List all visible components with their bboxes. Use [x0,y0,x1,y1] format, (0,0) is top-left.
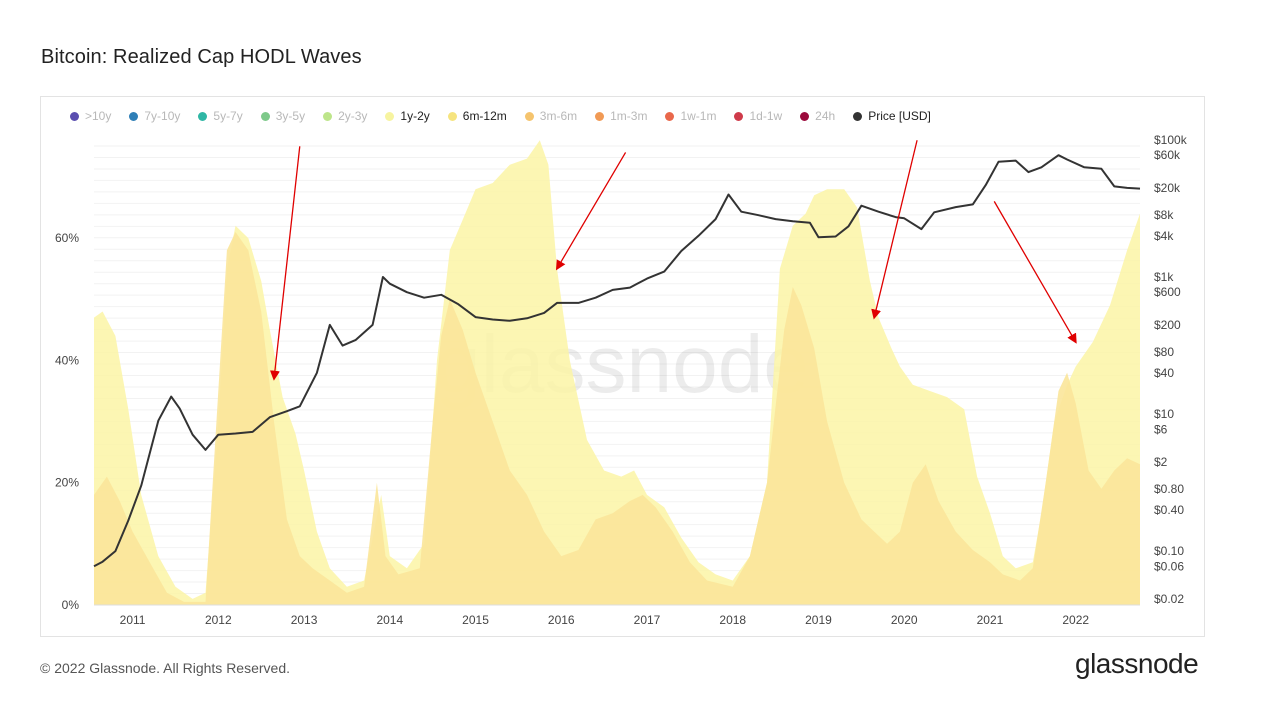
x-tick-label: 2021 [977,613,1004,627]
y-right-tick-label: $20k [1154,181,1181,195]
annotation-arrow-2 [555,152,627,271]
legend-item-1m-3m[interactable]: 1m-3m [595,109,647,123]
y-right-tick-label: $0.40 [1154,503,1184,517]
y-left-tick-label: 60% [55,231,79,245]
y-right-tick-label: $60k [1154,148,1181,162]
annotation-arrow-3 [871,140,918,320]
y-right-tick-label: $0.06 [1154,559,1184,573]
y-right-tick-label: $6 [1154,422,1168,436]
legend-label: 1w-1m [680,109,717,123]
copyright-footer: © 2022 Glassnode. All Rights Reserved. [40,660,291,676]
chart-legend: >10y 7y-10y 5y-7y 3y-5y 2y-3y 1y-2y 6m-12m 3m-6… [70,108,949,124]
legend-label: 2y-3y [338,109,368,123]
legend-label: 24h [815,109,836,123]
x-tick-label: 2015 [462,613,489,627]
legend-dot-icon [800,111,810,121]
legend-item-5y-7y[interactable]: 5y-7y [198,109,243,123]
area-series-1y-2y [94,140,1140,605]
x-tick-label: 2019 [805,613,832,627]
legend-item-6m-12m[interactable]: 6m-12m [447,109,507,123]
x-tick-label: 2016 [548,613,575,627]
legend-dot-icon [70,111,79,121]
x-tick-label: 2020 [891,613,918,627]
legend-dot-icon [734,111,744,121]
y-right-tick-label: $40 [1154,366,1174,380]
y-right-tick-label: $1k [1154,270,1174,284]
legend-item-1w-1m[interactable]: 1w-1m [665,109,716,123]
legend-label: 6m-12m [462,109,507,123]
legend-dot-icon [595,111,605,121]
legend-item-1d-1w[interactable]: 1d-1w [734,109,782,123]
legend-item-2y-3y[interactable]: 2y-3y [323,109,367,123]
x-tick-label: 2013 [291,613,318,627]
legend-item-3m-6m[interactable]: 3m-6m [524,109,578,123]
legend-dot-icon [665,111,675,121]
y-left-tick-label: 40% [55,353,79,367]
legend-dot-icon [129,111,139,121]
legend-label: >10y [85,109,112,123]
legend-item-1y-2y[interactable]: 1y-2y [385,109,430,123]
y-right-tick-label: $2 [1154,455,1168,469]
annotation-arrow-1 [269,146,301,381]
legend-dot-icon [385,111,395,121]
area-series-6m-12m [94,232,1140,605]
x-tick-label: 2018 [719,613,746,627]
y-right-tick-label: $0.10 [1154,544,1184,558]
price-line [93,154,1141,568]
y-right-tick-label: $80 [1154,345,1174,359]
x-tick-label: 2014 [376,613,403,627]
annotation-arrow-4 [993,201,1077,344]
x-tick-label: 2011 [120,613,146,627]
legend-item--10y[interactable]: >10y [70,109,111,123]
legend-dot-icon [260,111,270,121]
legend-dot-icon [447,111,457,121]
y-right-tick-label: $8k [1154,208,1174,222]
y-right-tick-label: $0.02 [1154,592,1184,606]
y-left-tick-label: 0% [62,598,80,612]
legend-label: 3y-5y [275,109,306,123]
y-right-tick-label: $10 [1154,407,1174,421]
legend-item-24h[interactable]: 24h [800,109,835,123]
x-tick-label: 2022 [1062,613,1089,627]
legend-label: Price [USD] [868,109,931,123]
legend-item-3y-5y[interactable]: 3y-5y [260,109,306,123]
y-right-tick-label: $600 [1154,285,1181,299]
legend-label: 3m-6m [539,109,578,123]
legend-label: 1m-3m [610,109,648,123]
legend-dot-icon [853,111,863,121]
x-tick-label: 2012 [205,613,232,627]
glassnode-logo[interactable]: glassnode [1075,648,1199,679]
y-right-tick-label: $4k [1154,229,1174,243]
y-right-tick-label: $0.80 [1154,482,1184,496]
y-right-tick-label: $200 [1154,318,1181,332]
legend-label: 1y-2y [400,109,430,123]
legend-item-7y-10y[interactable]: 7y-10y [129,109,180,123]
legend-dot-icon [524,111,534,121]
y-left-tick-label: 20% [55,476,79,490]
legend-label: 1d-1w [749,109,783,123]
legend-item-price-usd-[interactable]: Price [USD] [853,109,931,123]
chart-title: Bitcoin: Realized Cap HODL Waves [41,46,362,68]
legend-dot-icon [198,111,208,121]
legend-label: 7y-10y [144,109,181,123]
y-right-tick-label: $100k [1154,133,1188,147]
x-tick-label: 2017 [634,613,661,627]
legend-label: 5y-7y [213,109,243,123]
legend-dot-icon [323,111,333,121]
